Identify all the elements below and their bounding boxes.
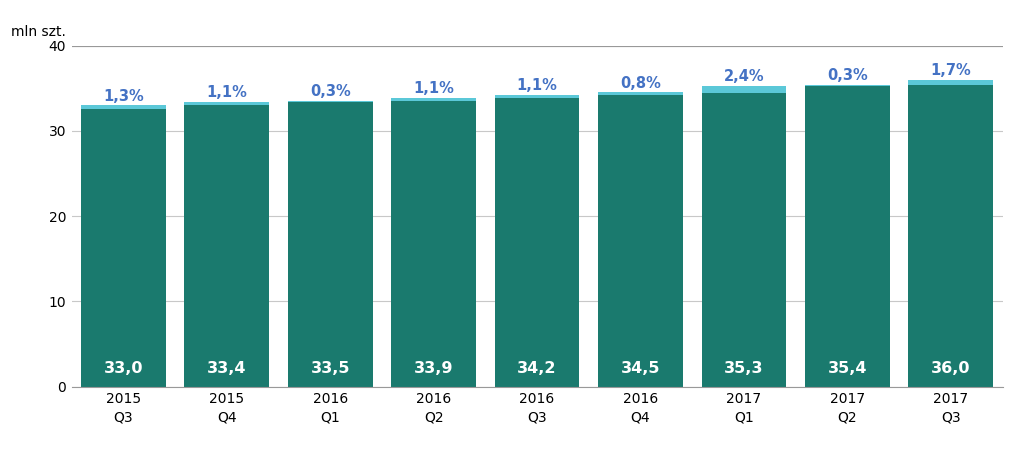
Text: 2,4%: 2,4%	[723, 69, 764, 84]
Bar	[184, 102, 269, 105]
Bar	[702, 86, 787, 93]
Bar	[184, 105, 269, 387]
Text: 1,3%: 1,3%	[103, 89, 143, 103]
Bar	[81, 109, 166, 387]
Text: 33,4: 33,4	[207, 361, 247, 376]
Text: 0,3%: 0,3%	[827, 68, 868, 83]
Text: 36,0: 36,0	[931, 361, 971, 376]
Bar	[805, 85, 890, 86]
Text: mln szt.: mln szt.	[11, 25, 65, 39]
Bar	[287, 102, 372, 387]
Text: 35,3: 35,3	[724, 361, 764, 376]
Bar	[495, 98, 579, 387]
Bar	[81, 105, 166, 109]
Bar	[598, 95, 683, 387]
Bar	[287, 101, 372, 102]
Bar	[391, 101, 476, 387]
Text: 35,4: 35,4	[828, 361, 868, 376]
Text: 1,1%: 1,1%	[207, 85, 248, 100]
Text: 34,2: 34,2	[518, 361, 557, 376]
Bar	[391, 97, 476, 101]
Bar	[805, 86, 890, 387]
Text: 1,7%: 1,7%	[931, 63, 971, 78]
Bar	[495, 95, 579, 98]
Text: 0,3%: 0,3%	[310, 84, 351, 99]
Bar	[598, 92, 683, 95]
Text: 33,9: 33,9	[414, 361, 453, 376]
Text: 33,0: 33,0	[103, 361, 143, 376]
Bar	[908, 80, 993, 85]
Bar	[702, 93, 787, 387]
Bar	[908, 85, 993, 387]
Text: 1,1%: 1,1%	[517, 78, 558, 93]
Text: 33,5: 33,5	[310, 361, 350, 376]
Text: 0,8%: 0,8%	[620, 76, 661, 91]
Text: 34,5: 34,5	[621, 361, 660, 376]
Text: 1,1%: 1,1%	[413, 81, 454, 96]
